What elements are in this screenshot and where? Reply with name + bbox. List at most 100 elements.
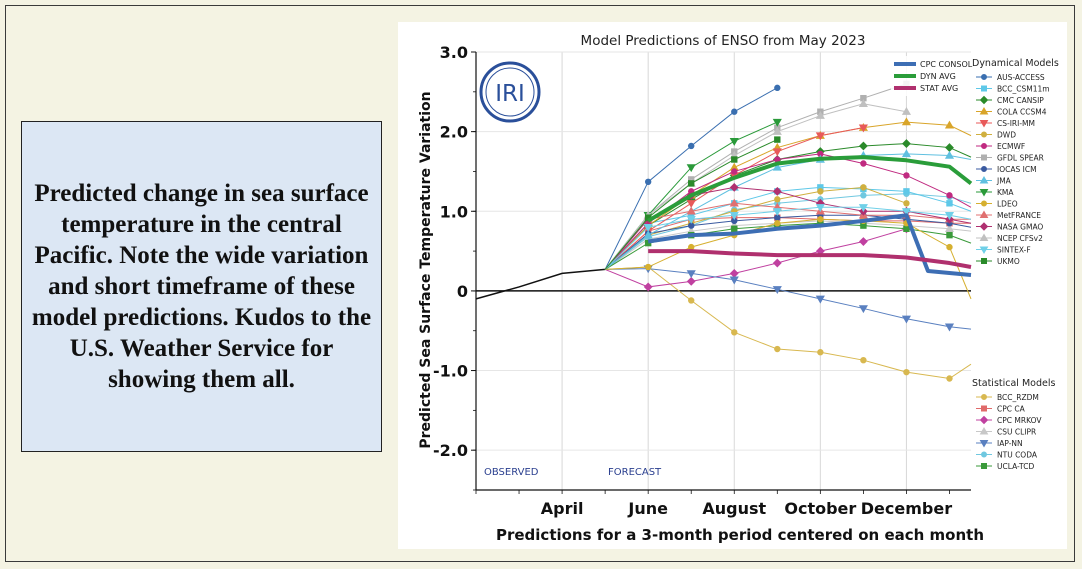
dyn-series-sintex-f [604,204,972,270]
legend-marker-ecmwf [981,143,987,149]
point-ecmwf [731,168,738,175]
observed-label: OBSERVED [484,467,539,478]
legend-label-aus-access: AUS-ACCESS [997,73,1045,82]
legend-label-nasa-gmao: NASA GMAO [997,223,1043,232]
legend-marker-bcc-rzdm [981,394,987,400]
x-tick-label-august: August [702,499,766,518]
point-cpc-mrkov [772,258,782,268]
point-jma [643,230,653,239]
point-bcc-rzdm [688,297,695,304]
point-aus-access [774,84,781,92]
legend-label-metfrance: MetFRANCE [997,211,1041,220]
point-jma [901,149,912,158]
point-sintex-f [643,224,653,232]
legend-marker-iocas-icm [981,166,987,172]
x-axis-ticks: April June August October December [475,490,952,518]
point-cs-iri-mm [686,200,696,209]
legend-label-cmc-cansip: CMC CANSIP [997,96,1044,105]
summary-line-cpc-consol [647,213,972,277]
legend-marker-metfrance [979,210,989,218]
point-cs-iri-mm [772,148,782,157]
point-ecmwf [860,160,867,167]
summary-line-dyn-avg [647,155,973,223]
point-iap-nn [944,323,955,332]
legend-label-gfdl-spear: GFDL SPEAR [997,154,1044,163]
legend-marker-ukmo [981,258,987,264]
point-sintex-f [944,212,955,220]
point-dwd [860,184,867,191]
legend-label-jma: JMA [996,177,1012,186]
legend-label-cpc-ca: CPC CA [997,405,1026,414]
legend-label-sintex-f: SINTEX-F [997,246,1031,255]
point-sintex-f [772,208,782,216]
point-iap-nn [858,305,868,314]
point-bcc-csm11m [946,200,953,207]
series-line-cmc-cansip [604,143,972,270]
point-jma [772,162,782,171]
series-line-cpc-ca [604,217,971,270]
x-tick-label-april: April [541,499,584,518]
point-dwd [903,200,910,207]
legend-label-dyn-avg: DYN AVG [920,72,956,81]
point-metfrance [729,198,739,207]
point-ecmwf [903,172,910,179]
series-line-iocas-icm [604,214,972,270]
legend-marker-cpc-ca [981,405,987,412]
point-ukmo [688,180,695,187]
legend-label-stat-avg: STAT AVG [920,84,958,93]
point-cpc-mrkov [858,237,868,246]
point-cmc-cansip [858,141,868,151]
legend-marker-ntu-coda [981,451,987,458]
legend-dynamical-title: Dynamical Models [972,58,1059,69]
y-tick-label: -2.0 [433,441,468,460]
point-cmc-cansip [902,139,911,148]
legend-marker-aus-access [981,74,987,80]
series-line-gfdl-spear [604,83,907,270]
point-aus-access [644,178,652,186]
point-nasa-gmao [729,182,739,192]
x-tick-label-june: June [627,499,668,518]
legend-marker-gfdl-spear [981,154,987,161]
point-nasa-gmao [772,186,782,196]
point-iap-nn [901,315,912,324]
point-aus-access [688,142,695,150]
point-ldeo [774,220,781,227]
series-line-ldeo [605,218,972,300]
point-metfrance [686,206,696,215]
legend-marker-csu-clipr [979,427,989,435]
y-tick-label: 3.0 [440,43,468,62]
chart-title: Model Predictions of ENSO from May 2023 [581,33,866,49]
legend-summary: CPC CONSOL DYN AVG STAT AVG [891,56,973,96]
point-iap-nn [815,295,825,304]
point-cola-ccsm4 [944,120,955,129]
point-ucla-tcd [946,231,953,239]
legend-label-cs-iri-mm: CS-IRI-MM [997,119,1035,128]
point-iap-nn [772,286,782,295]
chart-axes [475,52,971,491]
series-line-ucla-tcd [604,222,972,270]
point-bcc-rzdm [817,349,824,356]
point-sintex-f [901,208,912,216]
caption-text: Predicted change in sea surface temperat… [31,180,372,393]
dyn-series-ldeo [605,216,972,300]
series-line-ntu-coda [604,193,972,270]
point-cpc-mrkov [643,282,653,292]
y-tick-label: 2.0 [440,123,468,142]
legend-label-iocas-icm: IOCAS ICM [997,165,1037,174]
legend-marker-cpc-mrkov [979,415,989,425]
legend-label-ucla-tcd: UCLA-TCD [997,462,1034,471]
enso-chart: Model Predictions of ENSO from May 2023 … [418,33,1059,544]
x-tick-label-december: December [861,499,952,518]
x-axis-label: Predictions for a 3-month period centere… [496,526,984,544]
legend-marker-sintex-f [979,246,989,254]
point-bcc-rzdm [946,375,953,382]
legend-label-ecmwf: ECMWF [997,142,1025,151]
legend-label-cpc-mrkov: CPC MRKOV [997,416,1042,425]
y-tick-label: 1.0 [440,202,468,221]
point-kma [729,137,739,146]
summary-series-layer [647,155,973,277]
legend-marker-ucla-tcd [981,463,987,469]
point-aus-access [731,108,738,115]
legend-label-cola-ccsm4: COLA CCSM4 [997,108,1047,117]
y-tick-label: 0 [457,282,468,301]
